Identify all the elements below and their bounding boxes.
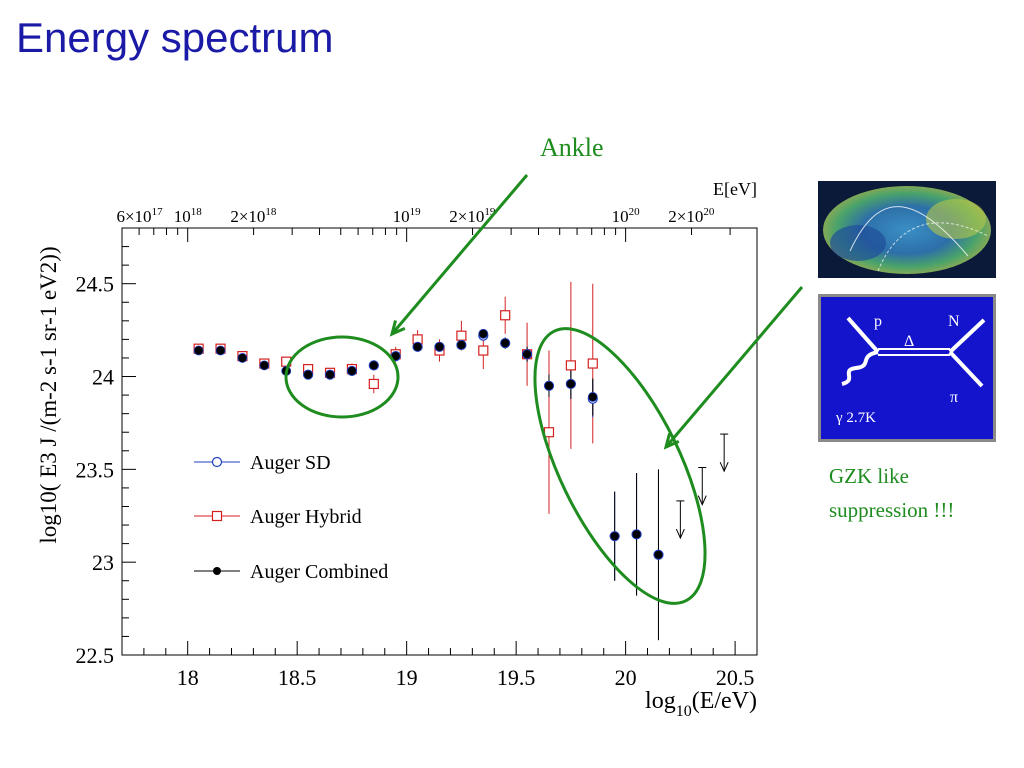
sky-map-image <box>818 181 996 278</box>
y-tick-label: 22.5 <box>76 643 115 668</box>
hybrid-point <box>368 378 379 390</box>
feynman-pi: π <box>950 389 958 406</box>
legend-label: Auger Combined <box>250 561 388 583</box>
combined-point <box>544 380 554 391</box>
data-markers <box>193 310 664 560</box>
legend-marker <box>213 567 221 575</box>
combined-point <box>631 529 642 540</box>
slide-title: Energy spectrum <box>16 14 334 61</box>
annotation-overlays <box>284 174 804 605</box>
top-tick-label: 1020 <box>612 206 641 226</box>
combined-point <box>565 379 576 389</box>
gzk-ellipse <box>533 327 707 605</box>
axis-ticks <box>121 227 758 656</box>
x-tick-label: 20 <box>615 665 637 690</box>
feynman-p: p <box>874 313 882 330</box>
ankle-ellipse <box>284 335 400 419</box>
gzk-label: GZK like suppression !!! <box>829 459 954 527</box>
gzk-arrow-head <box>663 433 680 450</box>
feynman-gamma: γ 2.7K <box>835 410 876 426</box>
plot-frame-rect <box>121 227 758 656</box>
feynman-N: N <box>948 313 960 330</box>
top-tick-label: 2×1020 <box>668 206 715 226</box>
top-tick-label: 2×1018 <box>230 206 277 226</box>
x-axis-title: log10(E/eV) <box>645 688 757 720</box>
combined-point <box>456 340 467 350</box>
feynman-delta: Δ <box>904 333 914 350</box>
combined-point <box>347 366 357 376</box>
x-tick-label: 18 <box>177 665 199 690</box>
gzk-label-line2: suppression !!! <box>829 498 955 522</box>
upper-limit-arrows <box>675 433 729 540</box>
legend-label: Auger Hybrid <box>250 506 362 528</box>
plot-frame <box>121 227 758 656</box>
legend-marker <box>211 510 223 522</box>
top-axis-labels: 6×1017 1018 2×1018 1019 2×1019 1020 2×1020 E[eV… <box>116 179 757 226</box>
combined-point <box>259 360 270 371</box>
ankle-arrow <box>390 174 529 335</box>
combined-point <box>303 369 314 380</box>
gzk-label-line1: GZK like <box>829 464 909 488</box>
top-tick-label: 1018 <box>174 206 203 226</box>
limit-arrowhead <box>697 495 707 506</box>
top-tick-label: 6×1017 <box>116 206 163 226</box>
y-axis-title: log10( E3 J /(m-2 s-1 sr-1 eV2)) <box>36 246 61 543</box>
hybrid-point <box>456 330 467 341</box>
hybrid-point <box>543 427 555 438</box>
combined-point <box>368 360 379 371</box>
x-tick-label: 18.5 <box>278 665 317 690</box>
y-tick-label: 24.5 <box>76 272 115 297</box>
combined-point <box>215 345 226 356</box>
tick-labels: 18 18.5 19 19.5 20 20.5 22.5 23 23.5 24 24.5 <box>76 272 755 690</box>
combined-point <box>325 369 335 380</box>
y-tick-label: 23.5 <box>76 457 115 482</box>
top-axis-title: E[eV] <box>713 179 757 199</box>
y-tick-label: 23 <box>92 550 114 575</box>
combined-point <box>653 549 664 560</box>
feynman-diagram: p N Δ π γ 2.7K <box>818 294 996 442</box>
y-tick-label: 24 <box>92 365 114 390</box>
hybrid-point <box>565 360 576 371</box>
ankle-label: Ankle <box>540 133 604 162</box>
x-tick-label: 19 <box>396 665 418 690</box>
hybrid-point <box>478 345 489 356</box>
combined-point <box>587 392 598 402</box>
hybrid-point <box>587 358 598 369</box>
combined-point <box>522 349 532 360</box>
gzk-arrow <box>664 286 804 448</box>
combined-point <box>478 328 489 339</box>
legend-marker <box>211 456 223 468</box>
limit-arrowhead <box>675 528 685 540</box>
combined-point <box>237 353 248 363</box>
combined-point <box>609 531 620 542</box>
x-tick-label: 19.5 <box>497 665 536 690</box>
combined-point <box>412 341 423 352</box>
hybrid-point <box>500 310 511 321</box>
combined-point <box>193 345 204 356</box>
x-tick-label: 20.5 <box>716 665 755 690</box>
ankle-arrow-head <box>389 320 406 337</box>
combined-point <box>500 338 511 349</box>
combined-point <box>434 341 445 352</box>
legend-label: Auger SD <box>250 452 331 474</box>
limit-arrowhead <box>719 462 729 473</box>
axis-titles: log10(E/eV) log10( E3 J /(m-2 s-1 sr-1 eV… <box>36 246 757 720</box>
top-tick-label: 1019 <box>393 206 422 226</box>
legend: Auger SD Auger Hybrid Auger Combined <box>194 452 388 583</box>
top-tick-label: 2×1019 <box>449 206 496 226</box>
